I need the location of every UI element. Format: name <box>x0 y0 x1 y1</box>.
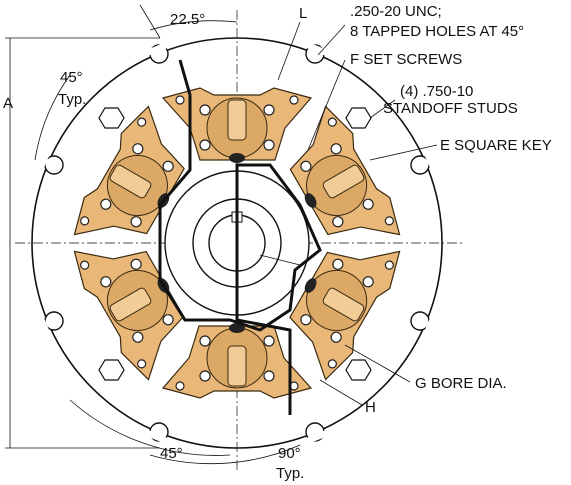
angle-label: Typ. <box>58 91 86 108</box>
callout: E SQUARE KEY <box>440 137 552 154</box>
angle-label: 45° <box>60 69 83 86</box>
callout: (4) .750-10 <box>400 83 473 100</box>
callout: .250-20 UNC; <box>350 3 442 20</box>
callout: G BORE DIA. <box>415 375 507 392</box>
angle-label: 90° <box>278 445 301 462</box>
callout: H <box>365 399 376 416</box>
callout: L <box>299 5 307 22</box>
angle-label: Typ. <box>276 465 304 482</box>
callout: F SET SCREWS <box>350 51 462 68</box>
angle-label: 22.5° <box>170 11 205 28</box>
dimension-label: A <box>3 95 13 112</box>
callout: 8 TAPPED HOLES AT 45° <box>350 23 524 40</box>
drawing: 22.5° L .250-20 UNC; 8 TAPPED HOLES AT 4… <box>0 0 571 485</box>
angle-label: 45° <box>160 445 183 462</box>
callout: STANDOFF STUDS <box>383 100 518 117</box>
